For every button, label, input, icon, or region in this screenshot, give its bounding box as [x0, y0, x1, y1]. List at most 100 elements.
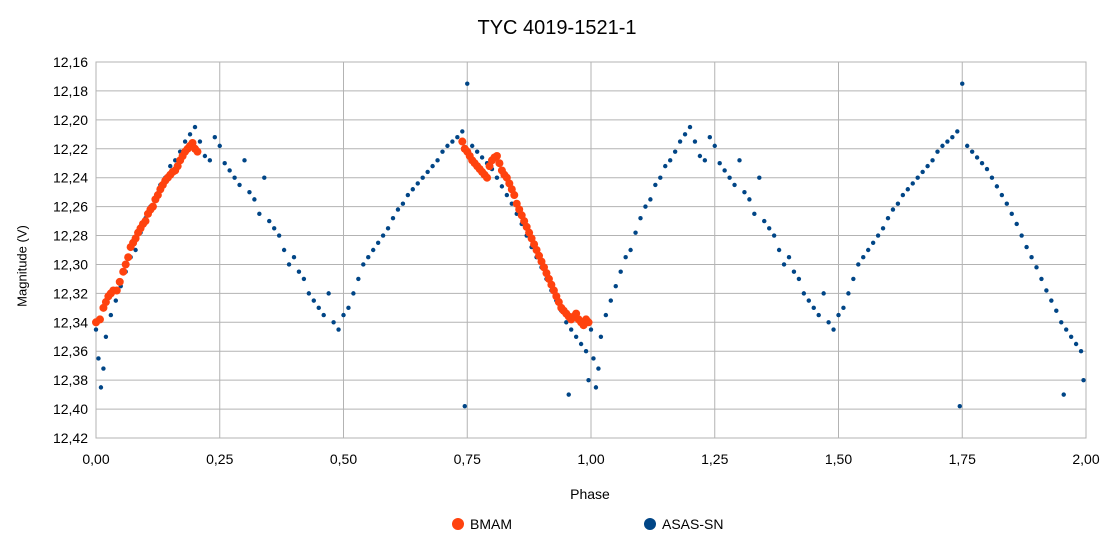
x-tick-label: 0,50	[330, 451, 357, 467]
x-tick-label: 0,00	[82, 451, 109, 467]
asassn-point	[286, 262, 292, 267]
asassn-point	[648, 197, 653, 202]
asassn-point	[361, 262, 366, 267]
asassn-point	[915, 175, 920, 180]
asassn-point	[566, 392, 571, 397]
asassn-point	[767, 226, 772, 231]
asassn-point	[1059, 320, 1064, 325]
asassn-point	[856, 262, 861, 267]
y-tick-label: 12,42	[53, 430, 88, 446]
asassn-point	[306, 291, 312, 296]
asassn-point	[573, 334, 579, 339]
asassn-point	[920, 169, 925, 175]
bmam-point	[95, 315, 104, 324]
asassn-point	[875, 233, 881, 238]
asassn-point	[450, 139, 455, 144]
x-tick-label: 1,00	[577, 451, 604, 467]
asassn-point	[578, 341, 584, 347]
asassn-point	[113, 298, 119, 303]
x-tick-label: 0,75	[454, 451, 481, 467]
asassn-point	[692, 139, 698, 144]
asassn-point	[356, 276, 361, 282]
asassn-point	[1061, 392, 1066, 397]
asassn-point	[331, 320, 336, 325]
asassn-point	[821, 291, 826, 296]
asassn-point	[247, 189, 252, 195]
asassn-point	[301, 276, 307, 282]
asassn-point	[969, 149, 975, 154]
asassn-point	[742, 189, 747, 195]
asassn-point	[583, 349, 589, 354]
bmam-point	[492, 152, 501, 160]
asassn-point	[633, 230, 638, 235]
asassn-point	[945, 139, 950, 144]
asassn-point	[296, 269, 302, 274]
asassn-point	[668, 158, 673, 163]
asassn-point	[366, 255, 371, 260]
asassn-point	[707, 135, 712, 140]
asassn-point	[752, 211, 757, 217]
asassn-point	[870, 240, 876, 245]
asassn-point	[168, 163, 173, 169]
asassn-point	[950, 135, 955, 140]
asassn-point	[712, 143, 717, 149]
asassn-point	[101, 366, 106, 371]
asassn-point	[1014, 221, 1019, 227]
asassn-point	[1078, 349, 1084, 354]
asassn-point	[979, 161, 985, 166]
asassn-point	[697, 153, 703, 159]
bmam-point	[148, 202, 157, 211]
legend: BMAM ASAS-SN	[0, 516, 1114, 536]
y-tick-label: 12,36	[53, 343, 88, 359]
asassn-point	[462, 403, 467, 409]
asassn-point	[252, 197, 257, 202]
asassn-point	[638, 215, 643, 221]
asassn-point	[994, 184, 1000, 189]
asassn-point	[781, 262, 787, 267]
asassn-point	[851, 276, 856, 282]
asassn-point	[791, 269, 797, 274]
asassn-point	[336, 327, 341, 332]
asassn-point	[569, 327, 574, 332]
asassn-point	[643, 204, 648, 209]
bmam-point	[584, 318, 593, 327]
asassn-point	[613, 283, 618, 289]
asassn-point	[841, 305, 846, 311]
asassn-point	[380, 233, 386, 238]
asassn-point	[564, 320, 569, 325]
y-tick-label: 12,34	[53, 314, 88, 330]
y-tick-label: 12,16	[53, 54, 88, 70]
asassn-point	[1024, 244, 1029, 250]
asassn-point	[98, 385, 104, 390]
asassn-point	[430, 163, 435, 169]
legend-label-asassn: ASAS-SN	[662, 516, 724, 532]
asassn-point	[957, 403, 962, 409]
asassn-point	[499, 184, 505, 189]
asassn-point	[504, 192, 510, 198]
asassn-point	[974, 155, 980, 160]
asassn-point	[351, 291, 356, 296]
asassn-point	[425, 169, 430, 175]
asassn-point	[1068, 334, 1074, 339]
asassn-point	[955, 129, 960, 134]
bmam-point	[121, 260, 130, 269]
asassn-point	[455, 135, 460, 140]
y-tick-label: 12,30	[53, 256, 88, 272]
bmam-point	[112, 286, 121, 295]
asassn-point	[316, 305, 321, 311]
bmam-point	[495, 159, 504, 168]
asassn-point	[618, 269, 623, 274]
asassn-point	[603, 312, 609, 318]
asassn-point	[445, 143, 450, 149]
asassn-point	[465, 81, 470, 86]
asassn-point	[1054, 308, 1059, 313]
bmam-point	[119, 267, 128, 276]
asassn-point	[596, 366, 601, 371]
asassn-point	[811, 305, 816, 311]
y-tick-label: 12,22	[53, 141, 88, 157]
asassn-point	[410, 187, 415, 192]
asassn-point	[272, 226, 277, 231]
asassn-point	[222, 161, 227, 166]
asassn-point	[831, 327, 836, 332]
asassn-point	[687, 124, 693, 130]
